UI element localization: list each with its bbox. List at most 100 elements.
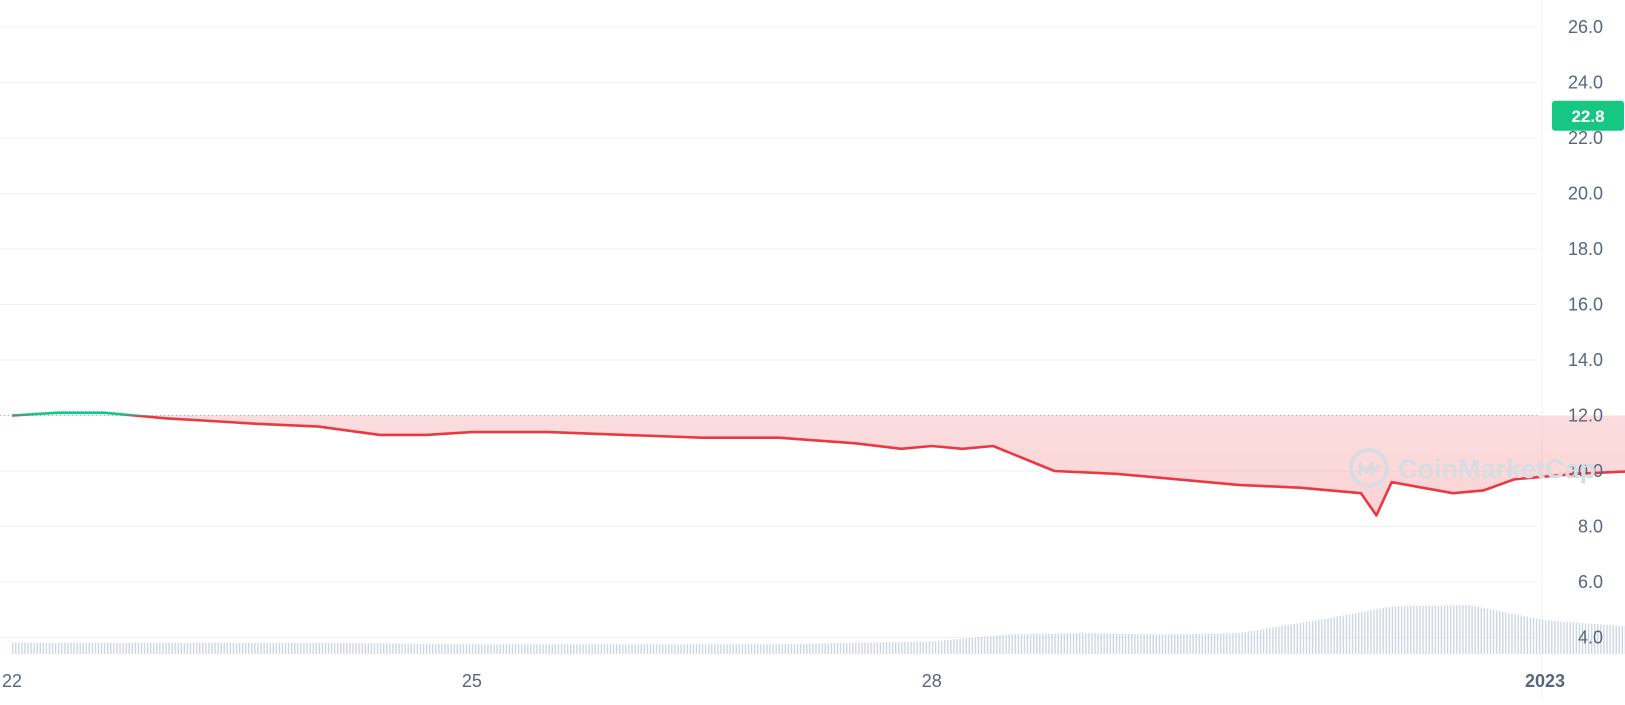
volume-bar [438, 644, 439, 654]
volume-bar [552, 644, 553, 654]
y-tick-label: 8.0 [1578, 517, 1603, 537]
volume-bar [217, 643, 218, 654]
volume-bar [239, 643, 240, 654]
volume-bar [435, 644, 436, 654]
volume-bar [463, 644, 464, 654]
volume-bar [788, 644, 789, 654]
volume-bar [1051, 634, 1052, 654]
volume-bar [585, 644, 586, 654]
volume-bar [24, 643, 25, 654]
volume-bar [1487, 609, 1488, 654]
volume-bar [15, 643, 16, 654]
volume-bar [1324, 619, 1325, 654]
volume-bar [1149, 634, 1150, 654]
volume-bar [656, 644, 657, 654]
volume-bar [834, 643, 835, 654]
volume-bar [362, 643, 363, 654]
volume-bar [916, 642, 917, 654]
volume-bar [932, 641, 933, 654]
volume-bar [1536, 619, 1537, 654]
volume-bar [1539, 619, 1540, 654]
volume-bar [1205, 634, 1206, 654]
volume-bar [380, 643, 381, 654]
volume-bar [978, 637, 979, 654]
volume-bar [837, 643, 838, 654]
volume-bar [1177, 634, 1178, 654]
volume-bar [1113, 634, 1114, 654]
volume-bar [490, 644, 491, 654]
volume-bar [1100, 633, 1101, 654]
volume-bar [996, 636, 997, 654]
volume-bar [1548, 621, 1549, 654]
volume-bar [343, 643, 344, 654]
volume-bar [984, 637, 985, 654]
volume-bar [1287, 625, 1288, 654]
volume-bar [1340, 616, 1341, 654]
volume-bar [1389, 607, 1390, 654]
volume-bar [962, 639, 963, 654]
volume-bar [279, 643, 280, 654]
volume-bar [1107, 633, 1108, 654]
volume-bar [1030, 634, 1031, 654]
volume-bar [432, 644, 433, 654]
volume-bar [1395, 606, 1396, 654]
volume-bar [355, 643, 356, 654]
volume-bar [331, 643, 332, 654]
volume-bar [1508, 613, 1509, 654]
volume-bar [1346, 615, 1347, 654]
volume-bar [1441, 606, 1442, 654]
volume-bar [1370, 610, 1371, 654]
volume-bar [190, 643, 191, 654]
volume-bar [570, 644, 571, 654]
volume-bar [1235, 633, 1236, 654]
volume-bar [1005, 635, 1006, 654]
volume-bar [1358, 613, 1359, 654]
y-tick-label: 16.0 [1568, 295, 1603, 315]
volume-bar [414, 644, 415, 654]
volume-bar [929, 641, 930, 654]
volume-bar [1082, 633, 1083, 654]
volume-bar [469, 644, 470, 654]
volume-bar [1428, 606, 1429, 654]
volume-bar [668, 644, 669, 654]
volume-bar [711, 644, 712, 654]
volume-bar [12, 643, 13, 654]
volume-bar [1165, 634, 1166, 654]
volume-bar [1012, 634, 1013, 654]
volume-bar [1275, 627, 1276, 654]
volume-bar [880, 642, 881, 654]
volume-bar [104, 643, 105, 654]
volume-bar [1091, 633, 1092, 654]
volume-bar [386, 643, 387, 654]
volume-bar [1453, 605, 1454, 654]
volume-bar [236, 643, 237, 654]
volume-bar [601, 644, 602, 654]
volume-bar [625, 644, 626, 654]
volume-bar [561, 644, 562, 654]
x-tick-label: 2023 [1525, 671, 1565, 691]
volume-bar [1496, 611, 1497, 654]
volume-bar [527, 644, 528, 654]
volume-bar [1490, 609, 1491, 654]
volume-bar [782, 644, 783, 654]
volume-bar [1254, 630, 1255, 654]
volume-bar [1364, 611, 1365, 654]
y-tick-label: 22.0 [1568, 128, 1603, 148]
volume-bar [125, 643, 126, 654]
volume-bar [426, 644, 427, 654]
volume-bar [1419, 606, 1420, 654]
volume-bar [1180, 634, 1181, 654]
volume-bar [708, 644, 709, 654]
volume-bar [1033, 634, 1034, 654]
volume-bar [199, 643, 200, 654]
volume-bar [1110, 633, 1111, 654]
volume-bar [769, 644, 770, 654]
volume-bar [969, 638, 970, 654]
volume-bar [1241, 632, 1242, 654]
volume-bar [1199, 634, 1200, 654]
volume-bar [1447, 605, 1448, 654]
volume-bar [877, 642, 878, 654]
volume-bar [757, 644, 758, 654]
